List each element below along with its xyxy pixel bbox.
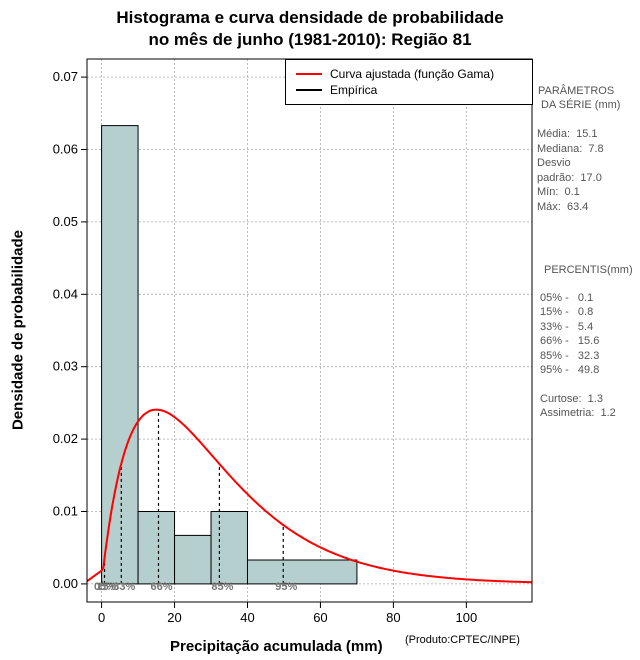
histogram-bar-3 — [210, 511, 248, 585]
y-tick-label-2: 0.02 — [53, 431, 78, 446]
stats-std-label: Desvio — [537, 157, 571, 169]
histogram-bar-4 — [246, 559, 358, 585]
percentil-33: 33% - 5.4 — [540, 321, 594, 333]
x-axis-label: Precipitação acumulada (mm) — [170, 638, 383, 655]
y-tick-label-0: 0.00 — [53, 576, 78, 591]
y-tick-label-6: 0.06 — [53, 142, 78, 157]
legend-swatch-empirical — [296, 89, 322, 91]
x-tick-label-0: 0 — [98, 610, 105, 625]
chart-title: Histograma e curva densidade de probabil… — [116, 8, 504, 27]
y-tick-label-1: 0.01 — [53, 504, 78, 519]
y-tick-label-7: 0.07 — [53, 69, 78, 84]
histogram-bar-0 — [101, 125, 139, 585]
gamma-fit-curve — [86, 408, 532, 584]
x-tick-label-5: 100 — [455, 610, 477, 625]
percentil-66: 66% - 15.6 — [540, 335, 600, 347]
x-tick-label-4: 80 — [386, 610, 400, 625]
stats-std-value: padrão: 17.0 — [537, 172, 602, 184]
stats-curtose: Curtose: 1.3 — [540, 393, 603, 405]
percentile-label-0: 05% — [94, 581, 116, 593]
stats-mean: Média: 15.1 — [537, 128, 598, 140]
y-tick-label-4: 0.04 — [53, 286, 78, 301]
percentile-label-1: 15% — [96, 581, 118, 593]
chart-subtitle: no mês de junho (1981-2010): Região 81 — [148, 30, 472, 49]
histogram-bar-2 — [174, 534, 212, 585]
y-tick-label-5: 0.05 — [53, 214, 78, 229]
percentile-label-4: 85% — [211, 581, 233, 593]
percentile-label-5: 95% — [275, 581, 297, 593]
percentile-label-3: 66% — [150, 581, 172, 593]
percentil-85: 85% - 32.3 — [540, 350, 600, 362]
percentil-15: 15% - 0.8 — [540, 306, 594, 318]
stats-max: Máx: 63.4 — [537, 201, 589, 213]
stats-assimetria: Assimetria: 1.2 — [540, 407, 616, 419]
legend-item-fit: Curva ajustada (função Gama) — [296, 67, 494, 81]
histogram-bar-1 — [137, 511, 176, 585]
percentil-95: 95% - 49.8 — [540, 364, 600, 376]
credit-label: (Produto:CPTEC/INPE) — [405, 634, 520, 646]
legend: Curva ajustada (função Gama) Empírica — [285, 59, 533, 105]
percentile-label-2: 33% — [113, 581, 135, 593]
percentis-header: PERCENTIS(mm) — [544, 264, 633, 276]
legend-label-fit: Curva ajustada (função Gama) — [330, 67, 495, 81]
legend-swatch-fit — [296, 73, 322, 75]
percentil-05: 05% - 0.1 — [540, 292, 594, 304]
stats-header-1: PARÂMETROS — [538, 85, 615, 97]
x-tick-label-1: 20 — [167, 610, 181, 625]
y-axis-label: Densidade de probabilidade — [9, 229, 27, 431]
y-tick-label-3: 0.03 — [53, 359, 78, 374]
stats-min: Mín: 0.1 — [537, 186, 580, 198]
stats-header-2: DA SÉRIE (mm) — [541, 99, 621, 111]
x-tick-label-2: 40 — [240, 610, 254, 625]
legend-label-empirical: Empírica — [330, 83, 378, 97]
legend-item-empirical: Empírica — [296, 83, 377, 97]
x-tick-label-3: 60 — [313, 610, 327, 625]
stats-median: Mediana: 7.8 — [537, 143, 604, 155]
